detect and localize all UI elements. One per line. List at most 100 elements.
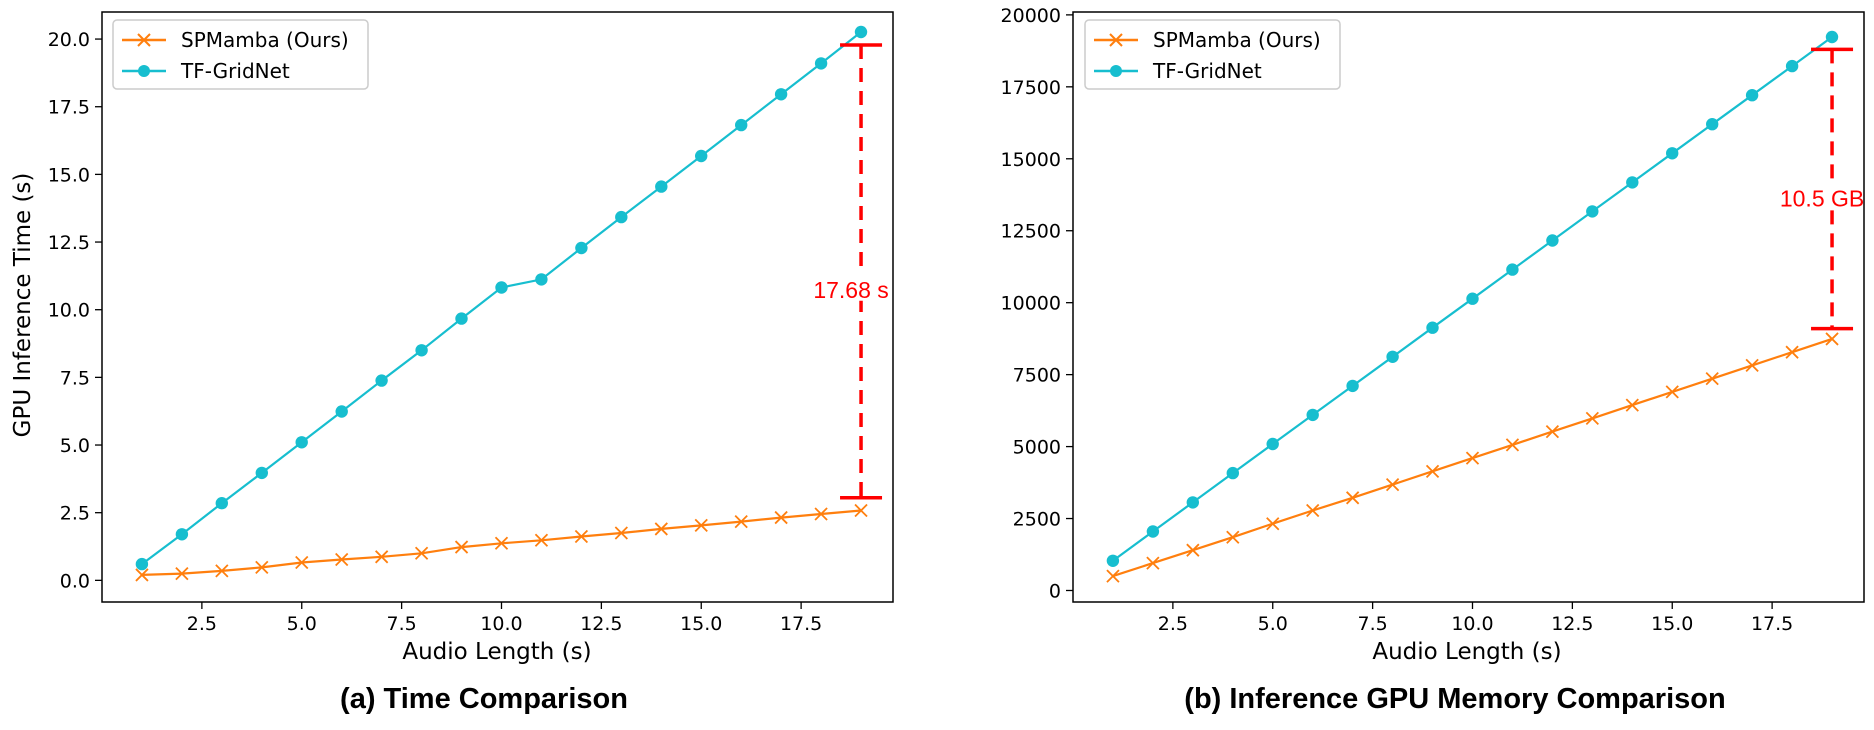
data-point-spmamba [255, 560, 269, 574]
annotation-label: 10.5 GB [1780, 186, 1864, 212]
data-point-tfgridnet [1266, 437, 1279, 451]
data-point-spmamba [654, 522, 668, 536]
data-point-spmamba [1346, 491, 1360, 505]
x-tick-label: 5.0 [1258, 613, 1288, 635]
data-point-spmamba [375, 550, 389, 564]
data-point-tfgridnet [814, 57, 828, 70]
y-tick-label: 20000 [1001, 5, 1061, 27]
data-point-tfgridnet [1146, 525, 1160, 538]
data-point-tfgridnet [1666, 147, 1679, 160]
y-tick-label: 10.0 [48, 300, 90, 322]
annotation-label-background [809, 270, 914, 301]
data-point-spmamba [1705, 372, 1719, 386]
data-point-spmamba [814, 507, 828, 521]
data-point-spmamba [1785, 345, 1799, 359]
data-point-spmamba [1425, 464, 1440, 478]
plot-area: 10.5 GB 2.5 5.0 7.5 10.0 12.5 15.0 17.5 0 2500 500… [1001, 5, 1874, 635]
y-tick-label: 12500 [1001, 221, 1061, 243]
data-point-spmamba [494, 536, 509, 550]
data-point-tfgridnet [1506, 263, 1519, 276]
data-point-tfgridnet [535, 273, 548, 286]
data-point-tfgridnet [135, 557, 149, 571]
data-point-spmamba [1585, 411, 1599, 426]
data-point-spmamba [454, 540, 469, 554]
axes-frame [1072, 11, 1865, 603]
x-axis-label: Audio Length (s) [1372, 639, 1561, 665]
legend: SPMamba (Ours) TF-GridNet [112, 19, 369, 90]
data-point-tfgridnet [455, 312, 468, 325]
data-point-spmamba [295, 555, 309, 570]
data-point-spmamba [1106, 569, 1120, 583]
data-point-spmamba [614, 526, 628, 540]
legend-frame [112, 19, 369, 90]
y-tick-label: 0 [1049, 580, 1061, 602]
axes-frame [101, 11, 894, 603]
data-point-tfgridnet [1186, 496, 1200, 509]
legend: SPMamba (Ours) TF-GridNet [1084, 19, 1341, 90]
data-point-spmamba [1465, 451, 1480, 465]
chart-caption: (b) Inference GPU Memory Comparison [1184, 683, 1725, 715]
y-tick-label: 10000 [1001, 293, 1061, 315]
legend-label-tfgridnet: TF-GridNet [180, 59, 290, 83]
data-point-tfgridnet [1426, 321, 1439, 334]
y-tick-label: 0.0 [60, 570, 90, 592]
data-point-tfgridnet [175, 528, 189, 541]
x-tick-label: 15.0 [680, 613, 722, 635]
y-axis-label: GPU Inference Time (s) [10, 173, 36, 438]
data-point-spmamba [135, 568, 149, 582]
data-point-tfgridnet [1386, 350, 1399, 363]
chart-memory-comparison: 10.5 GB 2.5 5.0 7.5 10.0 12.5 15.0 17.5 0 2500 500… [1001, 5, 1874, 715]
data-point-tfgridnet [495, 281, 508, 294]
data-point-spmamba [1226, 530, 1240, 544]
data-point-spmamba [1505, 438, 1520, 452]
data-point-spmamba [1745, 358, 1759, 373]
data-point-spmamba [1545, 424, 1560, 439]
x-tick-label: 5.0 [287, 613, 317, 635]
data-point-tfgridnet [1825, 30, 1839, 44]
y-tick-label: 15000 [1001, 149, 1061, 171]
legend-marker-x [137, 33, 151, 47]
legend-marker-x [1109, 33, 1123, 47]
y-tick-label: 5000 [1013, 437, 1061, 459]
data-point-spmamba [534, 533, 549, 547]
data-point-tfgridnet [1785, 59, 1799, 73]
data-point-tfgridnet [854, 25, 868, 39]
data-point-spmamba [1625, 398, 1639, 412]
data-point-tfgridnet [655, 180, 668, 193]
series-line-tfgridnet [141, 31, 862, 565]
data-point-spmamba [574, 529, 589, 544]
data-point-spmamba [774, 510, 788, 525]
data-point-spmamba [414, 546, 429, 560]
data-point-tfgridnet [695, 149, 708, 163]
data-point-spmamba [1186, 543, 1200, 557]
data-point-tfgridnet [215, 497, 228, 510]
x-tick-label: 10.0 [1451, 613, 1493, 635]
legend-frame [1084, 19, 1341, 90]
data-point-spmamba [215, 564, 229, 578]
chart-time-comparison: 17.68 s 2.5 5.0 7.5 10.0 12.5 15.0 17.5 0.0 2.5 5.… [10, 11, 914, 715]
data-point-spmamba [694, 518, 708, 533]
y-tick-label: 15.0 [48, 164, 90, 186]
x-axis-label: Audio Length (s) [402, 639, 591, 665]
data-point-spmamba [734, 514, 748, 529]
chart-caption: (a) Time Comparison [340, 683, 628, 715]
x-tick-label: 2.5 [1158, 613, 1188, 635]
y-tick-label: 12.5 [48, 232, 90, 254]
data-point-tfgridnet [255, 466, 268, 480]
data-point-tfgridnet [1706, 118, 1719, 131]
data-point-tfgridnet [1306, 408, 1319, 422]
data-point-spmamba [1146, 556, 1160, 570]
x-tick-label: 10.0 [480, 613, 522, 635]
data-point-spmamba [175, 566, 189, 581]
data-point-tfgridnet [1626, 176, 1639, 189]
x-tick-label: 17.5 [780, 613, 822, 635]
data-point-spmamba [1665, 385, 1679, 399]
x-tick-label: 7.5 [387, 613, 417, 635]
plot-area: 17.68 s 2.5 5.0 7.5 10.0 12.5 15.0 17.5 0.0 2.5 5.… [48, 11, 914, 635]
annotation-label: 17.68 s [813, 277, 888, 303]
data-point-tfgridnet [375, 374, 388, 387]
x-tick-label: 12.5 [580, 613, 622, 635]
data-point-spmamba [854, 503, 868, 518]
data-point-tfgridnet [1106, 554, 1120, 567]
